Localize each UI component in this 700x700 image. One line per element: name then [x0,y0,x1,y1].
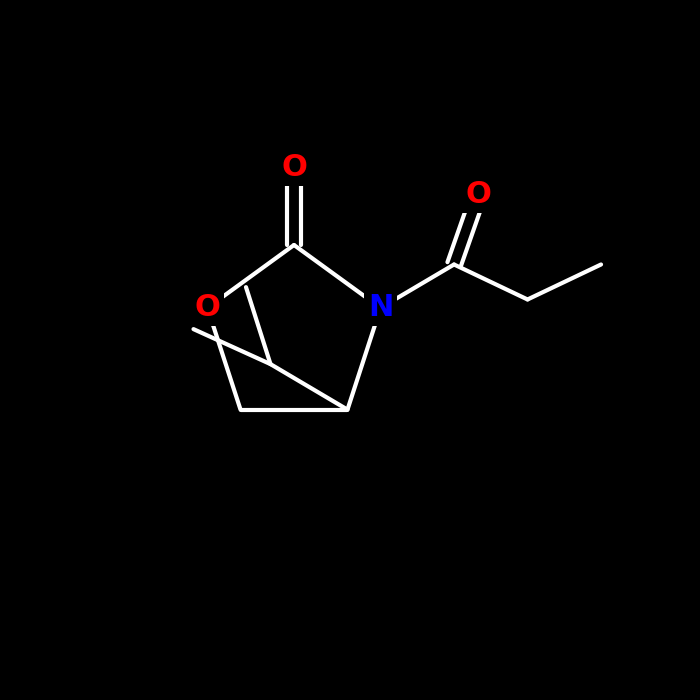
Text: O: O [281,153,307,183]
Text: O: O [195,293,220,323]
Text: N: N [368,293,393,323]
Text: O: O [466,180,491,209]
